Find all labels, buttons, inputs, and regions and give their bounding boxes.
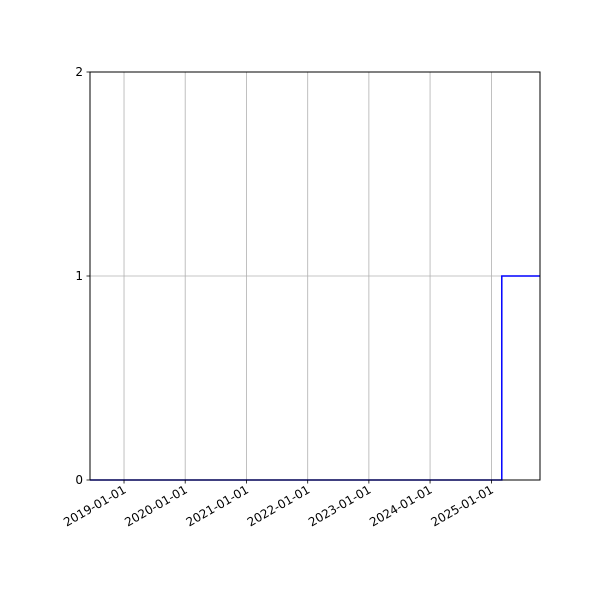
y-tick-label: 2 (75, 65, 83, 79)
y-tick-label: 0 (75, 473, 83, 487)
y-tick-label: 1 (75, 269, 83, 283)
